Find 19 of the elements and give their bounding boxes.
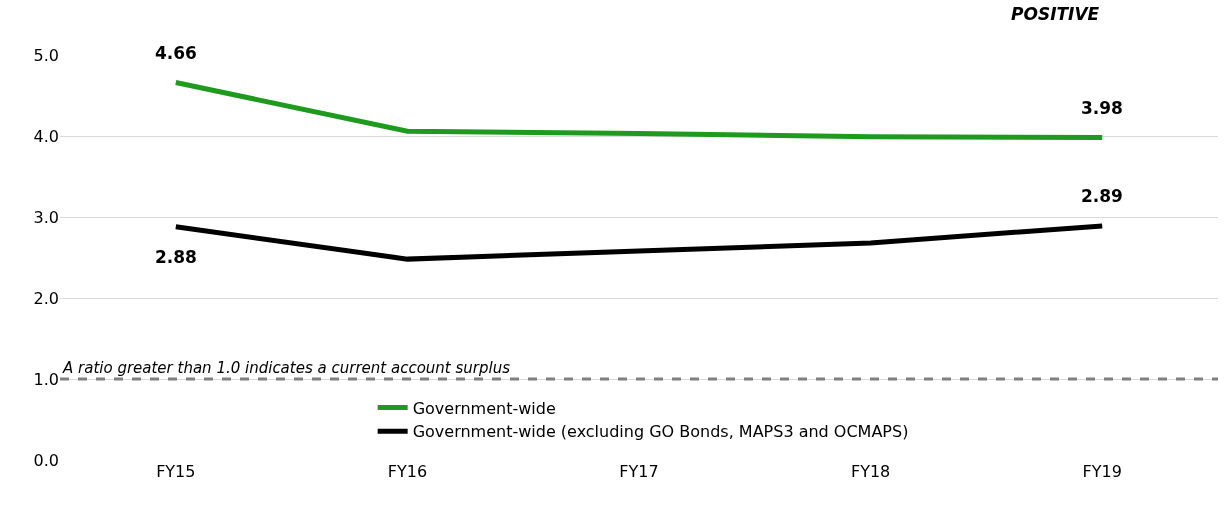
data-label: 3.98 — [1081, 98, 1123, 118]
y-tick-label: 4.0 — [33, 126, 59, 146]
text: POSITIVE — [1011, 4, 1100, 24]
data-label: 2.89 — [1081, 186, 1123, 206]
y-tick-label: 1.0 — [33, 369, 59, 389]
x-tick-label: FY15 — [156, 462, 196, 481]
x-tick-label: FY18 — [850, 462, 891, 481]
x-tick-label: FY16 — [387, 462, 428, 481]
data-label: 4.66 — [155, 43, 197, 63]
x-tick-label: FY19 — [1082, 462, 1122, 481]
x-tick-label: FY17 — [619, 462, 659, 481]
y-tick-label: 3.0 — [33, 207, 59, 227]
y-tick-label: 5.0 — [33, 45, 59, 65]
legend-label: Government-wide (excluding GO Bonds, MAPS3 and OCMAPS) — [412, 422, 909, 442]
y-tick-label: 2.0 — [33, 288, 59, 308]
legend-label: Government-wide — [412, 398, 556, 418]
y-tick-label: 0.0 — [33, 450, 59, 470]
data-label: 2.88 — [155, 247, 197, 267]
ref-line-label: A ratio greater than 1.0 indicates a current account surplus — [62, 359, 511, 377]
